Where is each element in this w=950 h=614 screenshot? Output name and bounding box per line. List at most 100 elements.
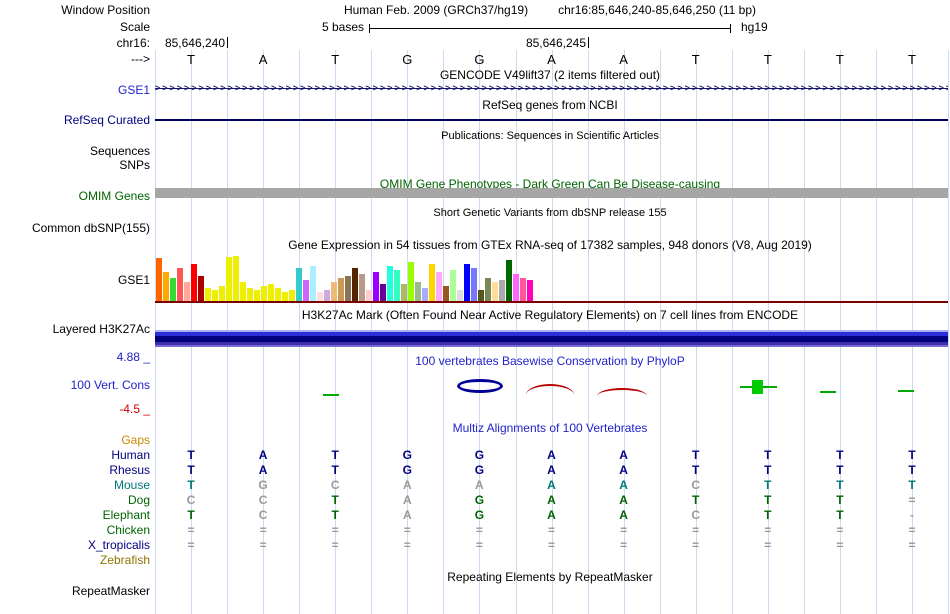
alignment-base: G [474, 448, 485, 462]
position-range: chr16:85,646,240-85,646,250 (11 bp) [558, 3, 757, 17]
conservation-label[interactable]: 100 Vert. Cons [70, 378, 150, 392]
species-label-dog[interactable]: Dog [127, 493, 150, 507]
alignment-base: = [475, 538, 483, 552]
conservation-mark-ellipse [457, 379, 503, 393]
conservation-mark-arc [526, 384, 574, 395]
gtex-bar [436, 272, 442, 302]
reference-base: A [258, 52, 268, 67]
species-label-elephant[interactable]: Elephant [102, 508, 150, 522]
gtex-bar [317, 292, 323, 302]
dbsnp-label[interactable]: Common dbSNP(155) [31, 221, 150, 235]
alignment-base: = [259, 538, 267, 552]
alignment-base: C [258, 508, 268, 522]
omim-genes-label[interactable]: OMIM Genes [78, 189, 150, 203]
gtex-baseline [155, 301, 948, 303]
title-row: Human Feb. 2009 (GRCh37/hg19) chr16:85,64… [155, 3, 945, 17]
gtex-expression-chart[interactable] [156, 255, 536, 302]
gtex-bar [415, 282, 421, 302]
alignment-base: = [259, 523, 267, 537]
alignment-base: A [402, 508, 412, 522]
gencode-header: GENCODE V49lift37 (2 items filtered out) [439, 68, 661, 82]
gencode-gene-label[interactable]: GSE1 [117, 83, 150, 97]
conservation-mark-dash [820, 391, 836, 393]
alignment-base: A [619, 448, 628, 462]
conservation-mark-dash [740, 386, 752, 388]
gtex-bar [226, 257, 232, 302]
alignment-base: = [764, 523, 772, 537]
gtex-bar [163, 272, 169, 302]
alignment-base: C [330, 478, 340, 492]
alignment-base: C [258, 493, 268, 507]
gtex-bar [485, 278, 491, 302]
refseq-curated-label[interactable]: RefSeq Curated [63, 113, 150, 127]
alignment-base: T [836, 493, 844, 507]
alignment-base: T [692, 448, 700, 462]
gtex-bar [212, 290, 218, 302]
gtex-bar [471, 268, 477, 302]
gtex-bar [303, 280, 309, 302]
alignment-base: A [547, 508, 556, 522]
h3k27ac-label[interactable]: Layered H3K27Ac [52, 322, 150, 336]
gtex-bar [408, 262, 414, 302]
alignment-base: = [692, 538, 700, 552]
gencode-transcript[interactable]: >>>>>>>>>>>>>>>>>>>>>>>>>>>>>>>>>>>>>>>>… [155, 83, 948, 95]
h3k27ac-header: H3K27Ac Mark (Often Found Near Active Re… [301, 308, 799, 322]
species-label-x_tropicalis[interactable]: X_tropicalis [87, 538, 150, 552]
reference-base: T [331, 52, 340, 67]
gtex-bar [240, 282, 246, 302]
species-label-zebrafish[interactable]: Zebrafish [99, 553, 150, 567]
gtex-bar [282, 292, 288, 302]
alignment-base: = [692, 523, 700, 537]
h3k27ac-signal-bar[interactable] [155, 330, 948, 347]
omim-gene-bar[interactable] [155, 188, 948, 198]
species-label-gaps[interactable]: Gaps [121, 433, 150, 447]
gtex-bar [254, 290, 260, 302]
gtex-bar [156, 258, 162, 302]
gtex-bar [247, 288, 253, 302]
coord-tick-1 [227, 37, 228, 48]
alignment-base: A [402, 478, 412, 492]
species-label-mouse[interactable]: Mouse [113, 478, 150, 492]
alignment-base: = [908, 493, 916, 507]
alignment-base: = [836, 538, 844, 552]
snps-label[interactable]: SNPs [119, 158, 150, 172]
alignment-base: G [474, 508, 485, 522]
gtex-bar [506, 260, 512, 302]
alignment-base: = [403, 523, 411, 537]
gtex-bar [366, 290, 372, 302]
reference-base: A [619, 52, 628, 67]
alignment-base: G [402, 448, 412, 462]
refseq-header: RefSeq genes from NCBI [482, 98, 618, 112]
scale-value: 5 bases [321, 20, 364, 34]
species-label-rhesus[interactable]: Rhesus [109, 463, 150, 477]
alignment-base: = [764, 538, 772, 552]
alignment-base: T [764, 493, 772, 507]
sequences-label[interactable]: Sequences [89, 144, 150, 158]
alignment-base: T [331, 448, 339, 462]
gtex-bar [422, 288, 428, 302]
alignment-base: T [836, 463, 844, 477]
alignment-base: T [836, 478, 844, 492]
alignment-base: A [547, 478, 556, 492]
gtex-bar [492, 282, 498, 302]
alignment-base: T [331, 463, 339, 477]
species-label-human[interactable]: Human [111, 448, 150, 462]
alignment-base: T [187, 448, 195, 462]
alignment-base: A [547, 463, 556, 477]
gtex-bar [261, 286, 267, 302]
alignment-base: T [836, 448, 844, 462]
gtex-header: Gene Expression in 54 tissues from GTEx … [288, 238, 812, 252]
refseq-curated-line[interactable] [155, 119, 948, 121]
gtex-gene-label[interactable]: GSE1 [117, 273, 150, 287]
species-label-chicken[interactable]: Chicken [106, 523, 150, 537]
gtex-bar [191, 264, 197, 302]
repeatmasker-label[interactable]: RepeatMasker [71, 584, 150, 598]
alignment-base: A [547, 448, 556, 462]
alignment-base: = [836, 523, 844, 537]
alignment-base: = [475, 523, 483, 537]
reference-base: A [547, 52, 556, 67]
alignment-base: T [692, 493, 700, 507]
gtex-bar [401, 284, 407, 302]
